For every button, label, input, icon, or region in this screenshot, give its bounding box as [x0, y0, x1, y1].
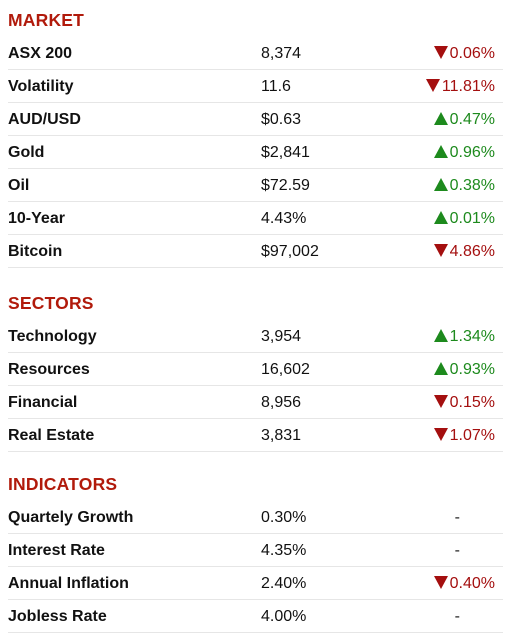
row-change-value: 0.96% — [449, 144, 495, 161]
row-value: $0.63 — [261, 111, 302, 128]
indicators-rows: Quartely Growth 0.30% - Interest Rate 4.35% -… — [8, 501, 503, 633]
table-row[interactable]: ASX 200 8,374 0.06% — [8, 37, 503, 70]
row-name: Volatility — [8, 78, 74, 95]
triangle-up-icon — [433, 178, 448, 191]
row-name: ASX 200 — [8, 45, 73, 62]
triangle-up-icon — [433, 211, 448, 224]
triangle-up-icon — [433, 329, 448, 342]
row-name: Technology — [8, 328, 97, 345]
row-change-value: 1.34% — [449, 328, 495, 345]
sectors-rows: Technology 3,954 1.34% Resources 16,602 0.93%… — [8, 320, 503, 452]
triangle-down-icon — [433, 428, 448, 441]
row-change: 0.47% — [433, 103, 495, 136]
row-change: - — [455, 534, 460, 567]
row-change: 1.07% — [433, 419, 495, 452]
table-row[interactable]: AUD/USD $0.63 0.47% — [8, 103, 503, 136]
row-name: Annual Inflation — [8, 575, 129, 592]
table-row[interactable]: Real Estate 3,831 1.07% — [8, 419, 503, 452]
table-row[interactable]: Quartely Growth 0.30% - — [8, 501, 503, 534]
row-change: - — [455, 600, 460, 633]
triangle-down-icon — [425, 79, 440, 92]
table-row[interactable]: Technology 3,954 1.34% — [8, 320, 503, 353]
row-change: 4.86% — [433, 235, 495, 268]
table-row[interactable]: 10-Year 4.43% 0.01% — [8, 202, 503, 235]
triangle-down-icon — [433, 576, 448, 589]
row-change: 0.01% — [433, 202, 495, 235]
row-change-value: 0.93% — [449, 361, 495, 378]
market-section: MARKET ASX 200 8,374 0.06% Volatility 11.6 11… — [8, 9, 503, 268]
indicators-section: INDICATORS Quartely Growth 0.30% - Interest… — [8, 473, 503, 633]
row-change-value: 0.38% — [449, 177, 495, 194]
row-name: Bitcoin — [8, 243, 63, 260]
row-change: 0.40% — [433, 567, 495, 600]
row-name: Quartely Growth — [8, 509, 134, 526]
row-value: 4.00% — [261, 608, 307, 625]
table-row[interactable]: Gold $2,841 0.96% — [8, 136, 503, 169]
row-change-value: 0.15% — [449, 394, 495, 411]
sectors-section: SECTORS Technology 3,954 1.34% Resources 16,… — [8, 292, 503, 452]
row-change-value: 11.81% — [441, 78, 495, 95]
row-value: 4.35% — [261, 542, 307, 559]
row-name: Gold — [8, 144, 45, 161]
row-value: 11.6 — [261, 78, 291, 95]
triangle-down-icon — [433, 244, 448, 257]
triangle-up-icon — [433, 112, 448, 125]
market-rows: ASX 200 8,374 0.06% Volatility 11.6 11.81% AUD… — [8, 37, 503, 268]
row-name: Resources — [8, 361, 90, 378]
row-change-value: 0.47% — [449, 111, 495, 128]
row-change: 0.96% — [433, 136, 495, 169]
row-name: Jobless Rate — [8, 608, 107, 625]
table-row[interactable]: Resources 16,602 0.93% — [8, 353, 503, 386]
row-name: AUD/USD — [8, 111, 81, 128]
row-change: 0.15% — [433, 386, 495, 419]
row-value: 0.30% — [261, 509, 307, 526]
row-change-value: 0.01% — [449, 210, 495, 227]
triangle-down-icon — [433, 395, 448, 408]
row-change-value: 1.07% — [449, 427, 495, 444]
row-name: Oil — [8, 177, 30, 194]
row-value: $2,841 — [261, 144, 310, 161]
row-name: 10-Year — [8, 210, 65, 227]
triangle-up-icon — [433, 145, 448, 158]
row-value: 2.40% — [261, 575, 307, 592]
row-change: 0.38% — [433, 169, 495, 202]
triangle-down-icon — [433, 46, 448, 59]
table-row[interactable]: Financial 8,956 0.15% — [8, 386, 503, 419]
row-value: 3,831 — [261, 427, 302, 444]
row-change-value: - — [454, 542, 460, 559]
indicators-section-title: INDICATORS — [8, 474, 118, 494]
row-value: 8,956 — [261, 394, 302, 411]
table-row[interactable]: Interest Rate 4.35% - — [8, 534, 503, 567]
row-change-value: - — [454, 509, 460, 526]
row-value: $72.59 — [261, 177, 310, 194]
market-section-title: MARKET — [8, 10, 85, 30]
row-change-value: 0.06% — [449, 45, 495, 62]
row-change: 1.34% — [433, 320, 495, 353]
row-change: 0.93% — [433, 353, 495, 386]
row-change: 0.06% — [433, 37, 495, 70]
table-row[interactable]: Jobless Rate 4.00% - — [8, 600, 503, 633]
row-value: 4.43% — [261, 210, 307, 227]
row-change-value: 4.86% — [449, 243, 495, 260]
row-name: Financial — [8, 394, 78, 411]
row-value: 3,954 — [261, 328, 302, 345]
row-name: Real Estate — [8, 427, 95, 444]
row-change-value: - — [454, 608, 460, 625]
row-change: 11.81% — [425, 70, 495, 103]
sectors-section-title: SECTORS — [8, 293, 94, 313]
table-row[interactable]: Annual Inflation 2.40% 0.40% — [8, 567, 503, 600]
table-row[interactable]: Volatility 11.6 11.81% — [8, 70, 503, 103]
triangle-up-icon — [433, 362, 448, 375]
row-change-value: 0.40% — [449, 575, 495, 592]
row-value: $97,002 — [261, 243, 319, 260]
row-change: - — [455, 501, 460, 534]
table-row[interactable]: Bitcoin $97,002 4.86% — [8, 235, 503, 268]
row-name: Interest Rate — [8, 542, 105, 559]
row-value: 8,374 — [261, 45, 302, 62]
table-row[interactable]: Oil $72.59 0.38% — [8, 169, 503, 202]
row-value: 16,602 — [261, 361, 310, 378]
